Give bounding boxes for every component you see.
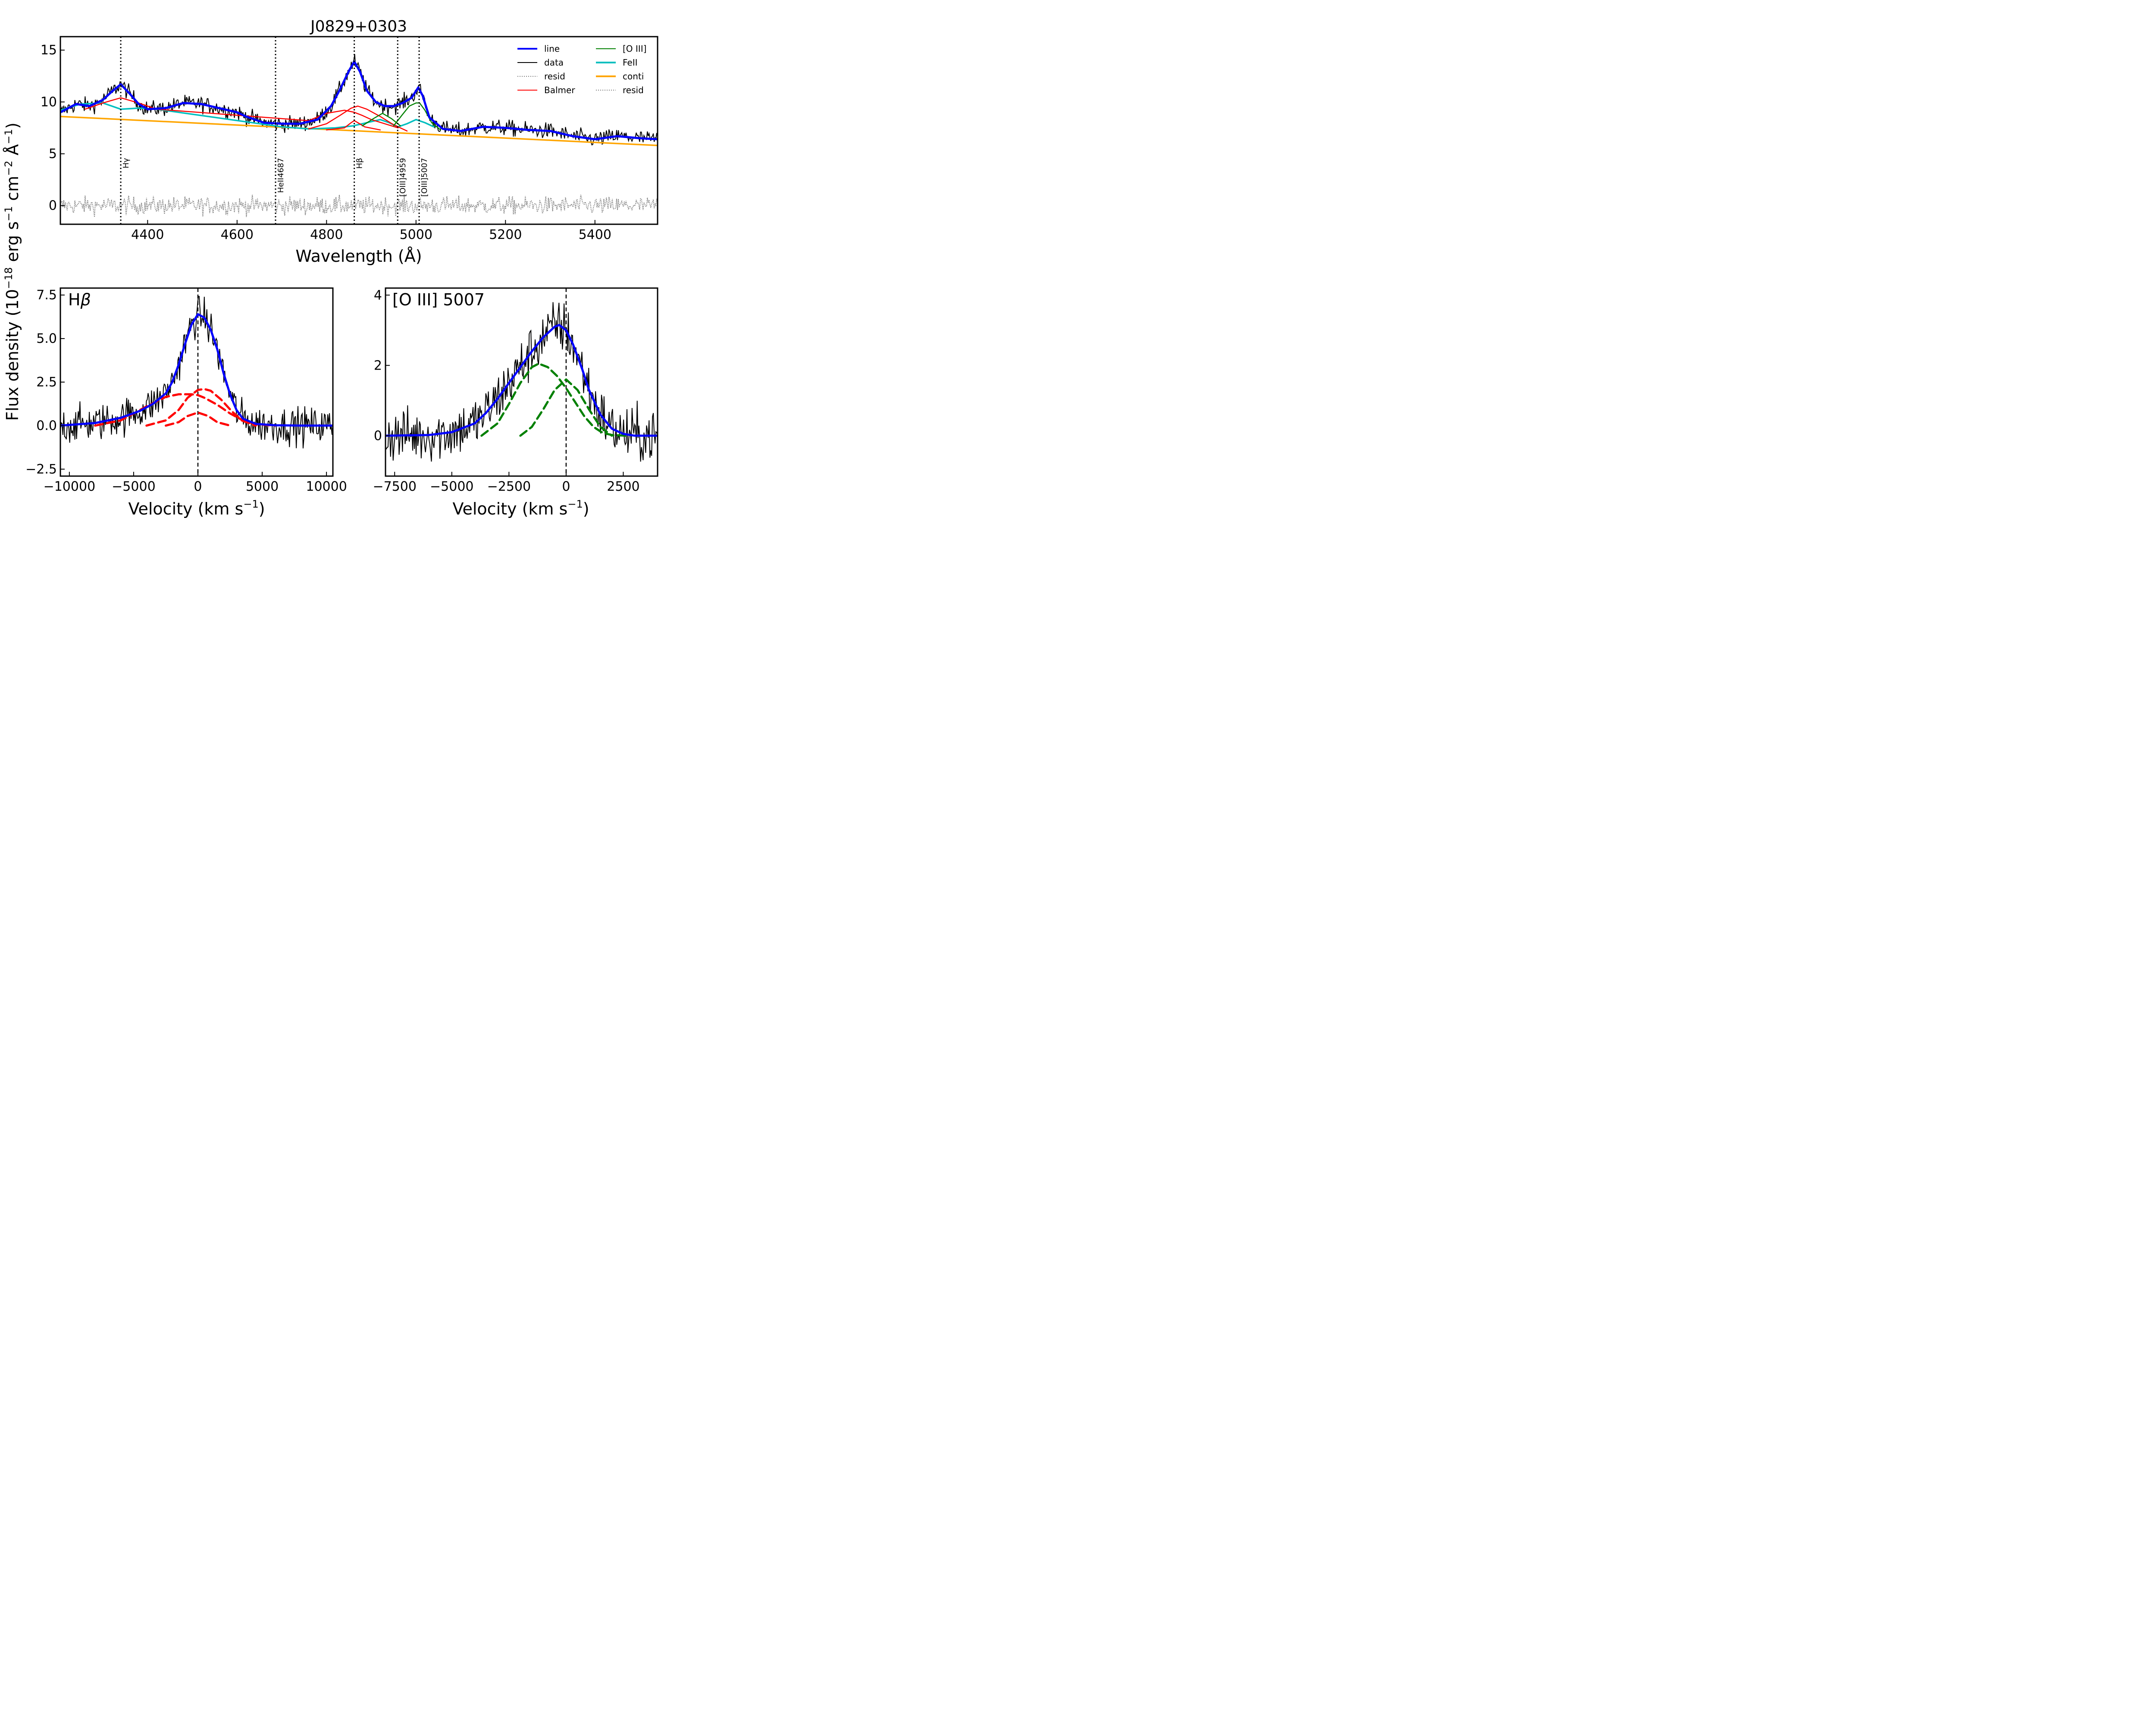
top-xlabel: Wavelength (Å): [295, 247, 422, 266]
ytick-label: 0: [49, 198, 57, 213]
legend-label: resid: [544, 71, 565, 82]
ytick-label: 15: [41, 43, 57, 58]
series-oiii_wing: [519, 378, 613, 437]
legend-label: line: [544, 44, 560, 54]
xtick-label: −5000: [430, 479, 473, 494]
top-ticks: 0 5 10 15 4400 4600 4800 5000 5200 5400: [41, 43, 611, 242]
ytick-label: 0: [374, 428, 382, 443]
hbeta-frame: [60, 287, 334, 477]
oiii-frame: [385, 287, 658, 477]
oiii-ticks: 0 2 4 −7500 −5000 −2500 0 2500: [373, 288, 639, 494]
ytick-label: 2: [374, 358, 382, 373]
top-line-markers: Hγ HeII4687 Hβ [OIII]4959 [OIII]5007: [120, 37, 429, 224]
top-title: J0829+0303: [310, 18, 407, 35]
ytick-label: 5: [49, 147, 57, 162]
ytick-label: 7.5: [36, 288, 57, 303]
ytick-label: 10: [41, 94, 57, 110]
xtick-label: −2500: [487, 479, 531, 494]
series-model: [385, 324, 658, 437]
xtick-label: 0: [194, 479, 202, 494]
xtick-label: −10000: [44, 479, 96, 494]
data-trace: [385, 302, 658, 462]
series-balmer_narrow: [165, 411, 231, 427]
xtick-label: −5000: [112, 479, 155, 494]
oiii-xlabel: Velocity (km s−1): [452, 498, 589, 518]
series-balmer_mid: [308, 105, 408, 132]
shared-ylabel: Flux density (10−18 erg s−1 cm−2 Å−1): [3, 122, 22, 421]
line-marker-label: HeII4687: [276, 158, 285, 193]
legend-label: data: [544, 57, 564, 68]
series-oiii_4959: [362, 113, 401, 126]
series-model: [60, 313, 333, 427]
ytick-label: 2.5: [36, 375, 57, 390]
legend-label: conti: [623, 71, 644, 82]
ytick-label: 4: [374, 288, 382, 303]
oiii-series: [385, 288, 658, 476]
top-panel: J0829+0303 Hγ HeII4687 Hβ [OIII]4959 [OIII]5…: [41, 18, 658, 266]
xtick-label: 4400: [131, 227, 164, 242]
xtick-label: 4800: [310, 227, 343, 242]
line-marker-label: [OIII]4959: [398, 158, 407, 197]
hbeta-panel: −2.5 0.0 2.5 5.0 7.5 −10000 −5000 0 5000 10000 Hβ…: [25, 287, 347, 518]
oiii-panel: 0 2 4 −7500 −5000 −2500 0 2500 [O III] 5007 Vel…: [373, 287, 658, 518]
series-balmer_mid: [145, 388, 257, 427]
legend-label: FeII: [623, 57, 638, 68]
line-marker-label: Hγ: [122, 158, 131, 169]
series-oiii_5007: [393, 102, 442, 131]
series-conti: [60, 116, 658, 147]
series-line: [60, 60, 658, 141]
line-marker-label: [OIII]5007: [420, 158, 429, 197]
oiii-panel-label: [O III] 5007: [392, 290, 485, 309]
resid-trace: [60, 194, 658, 217]
hbeta-panel-label: Hβ: [68, 290, 91, 309]
hbeta-ticks: −2.5 0.0 2.5 5.0 7.5 −10000 −5000 0 5000 10000: [25, 288, 347, 494]
xtick-label: 5400: [579, 227, 611, 242]
ytick-label: 5.0: [36, 331, 57, 346]
hbeta-series: [60, 288, 333, 476]
xtick-label: 5200: [489, 227, 522, 242]
xtick-label: 2500: [607, 479, 639, 494]
figure: Flux density (10−18 erg s−1 cm−2 Å−1) J0…: [3, 18, 658, 518]
legend-label: Balmer: [544, 85, 575, 95]
legend-label: [O III]: [623, 44, 646, 54]
xtick-label: 0: [562, 479, 570, 494]
legend-label: resid: [623, 85, 644, 95]
top-series: [60, 54, 658, 217]
line-marker-label: Hβ: [355, 158, 364, 169]
top-frame: [60, 36, 658, 225]
top-legend: line data resid Balmer [O III] FeII conti resid: [517, 44, 646, 95]
xtick-label: 10000: [306, 479, 347, 494]
xtick-label: 4600: [221, 227, 254, 242]
hbeta-xlabel: Velocity (km s−1): [128, 498, 265, 518]
ytick-label: 0.0: [36, 418, 57, 433]
xtick-label: 5000: [400, 227, 432, 242]
ytick-label: −2.5: [25, 462, 57, 477]
xtick-label: −7500: [373, 479, 416, 494]
series-oiii_core: [480, 362, 627, 437]
xtick-label: 5000: [246, 479, 279, 494]
